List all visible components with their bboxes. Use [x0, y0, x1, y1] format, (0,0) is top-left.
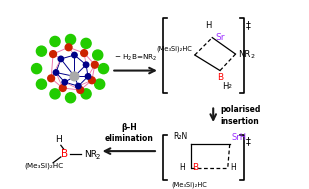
- Text: Sr: Sr: [215, 33, 225, 42]
- Circle shape: [93, 50, 103, 60]
- Circle shape: [65, 44, 72, 51]
- Circle shape: [95, 79, 105, 89]
- Text: 2: 2: [96, 154, 100, 160]
- Circle shape: [66, 34, 76, 45]
- Text: H: H: [231, 163, 236, 172]
- Text: (Me₃Si)₂HC: (Me₃Si)₂HC: [156, 46, 192, 53]
- Circle shape: [77, 87, 84, 93]
- Circle shape: [32, 64, 42, 74]
- Circle shape: [36, 79, 46, 89]
- Circle shape: [83, 62, 89, 67]
- Circle shape: [91, 61, 98, 68]
- Circle shape: [53, 70, 59, 75]
- Circle shape: [81, 89, 91, 99]
- Text: H: H: [56, 135, 62, 144]
- Text: B: B: [192, 163, 198, 172]
- Circle shape: [59, 85, 66, 91]
- Text: H: H: [205, 21, 212, 30]
- Text: 2: 2: [228, 84, 232, 89]
- Text: $-$ H$_2$B=NR$_2$: $-$ H$_2$B=NR$_2$: [114, 53, 157, 63]
- Text: H: H: [222, 82, 228, 91]
- Text: (Me₃Si)₂HC: (Me₃Si)₂HC: [171, 181, 207, 188]
- Text: NR: NR: [84, 149, 97, 159]
- Circle shape: [85, 74, 91, 79]
- Circle shape: [72, 52, 77, 58]
- Circle shape: [76, 83, 81, 89]
- Circle shape: [88, 77, 95, 84]
- Text: H: H: [179, 163, 185, 172]
- Text: 2: 2: [250, 54, 254, 60]
- Circle shape: [58, 56, 64, 62]
- Circle shape: [50, 51, 57, 57]
- Circle shape: [36, 46, 46, 56]
- Text: ‡: ‡: [246, 137, 251, 146]
- Circle shape: [66, 93, 76, 103]
- Circle shape: [48, 75, 55, 82]
- Circle shape: [70, 72, 79, 81]
- Circle shape: [50, 89, 60, 99]
- Text: NR: NR: [239, 50, 251, 59]
- Circle shape: [50, 36, 60, 46]
- Text: β–H
elimination: β–H elimination: [104, 122, 153, 143]
- Text: B: B: [61, 149, 68, 159]
- Circle shape: [81, 38, 91, 48]
- Text: SrH: SrH: [232, 133, 247, 142]
- Text: R₂N: R₂N: [174, 132, 188, 141]
- Text: (Me₃Si)₂HC: (Me₃Si)₂HC: [24, 162, 63, 169]
- Circle shape: [99, 64, 108, 74]
- Circle shape: [62, 80, 67, 85]
- Text: ‡: ‡: [246, 20, 251, 30]
- Circle shape: [81, 50, 87, 57]
- Text: polarised
insertion: polarised insertion: [220, 105, 260, 126]
- Text: B: B: [217, 73, 223, 81]
